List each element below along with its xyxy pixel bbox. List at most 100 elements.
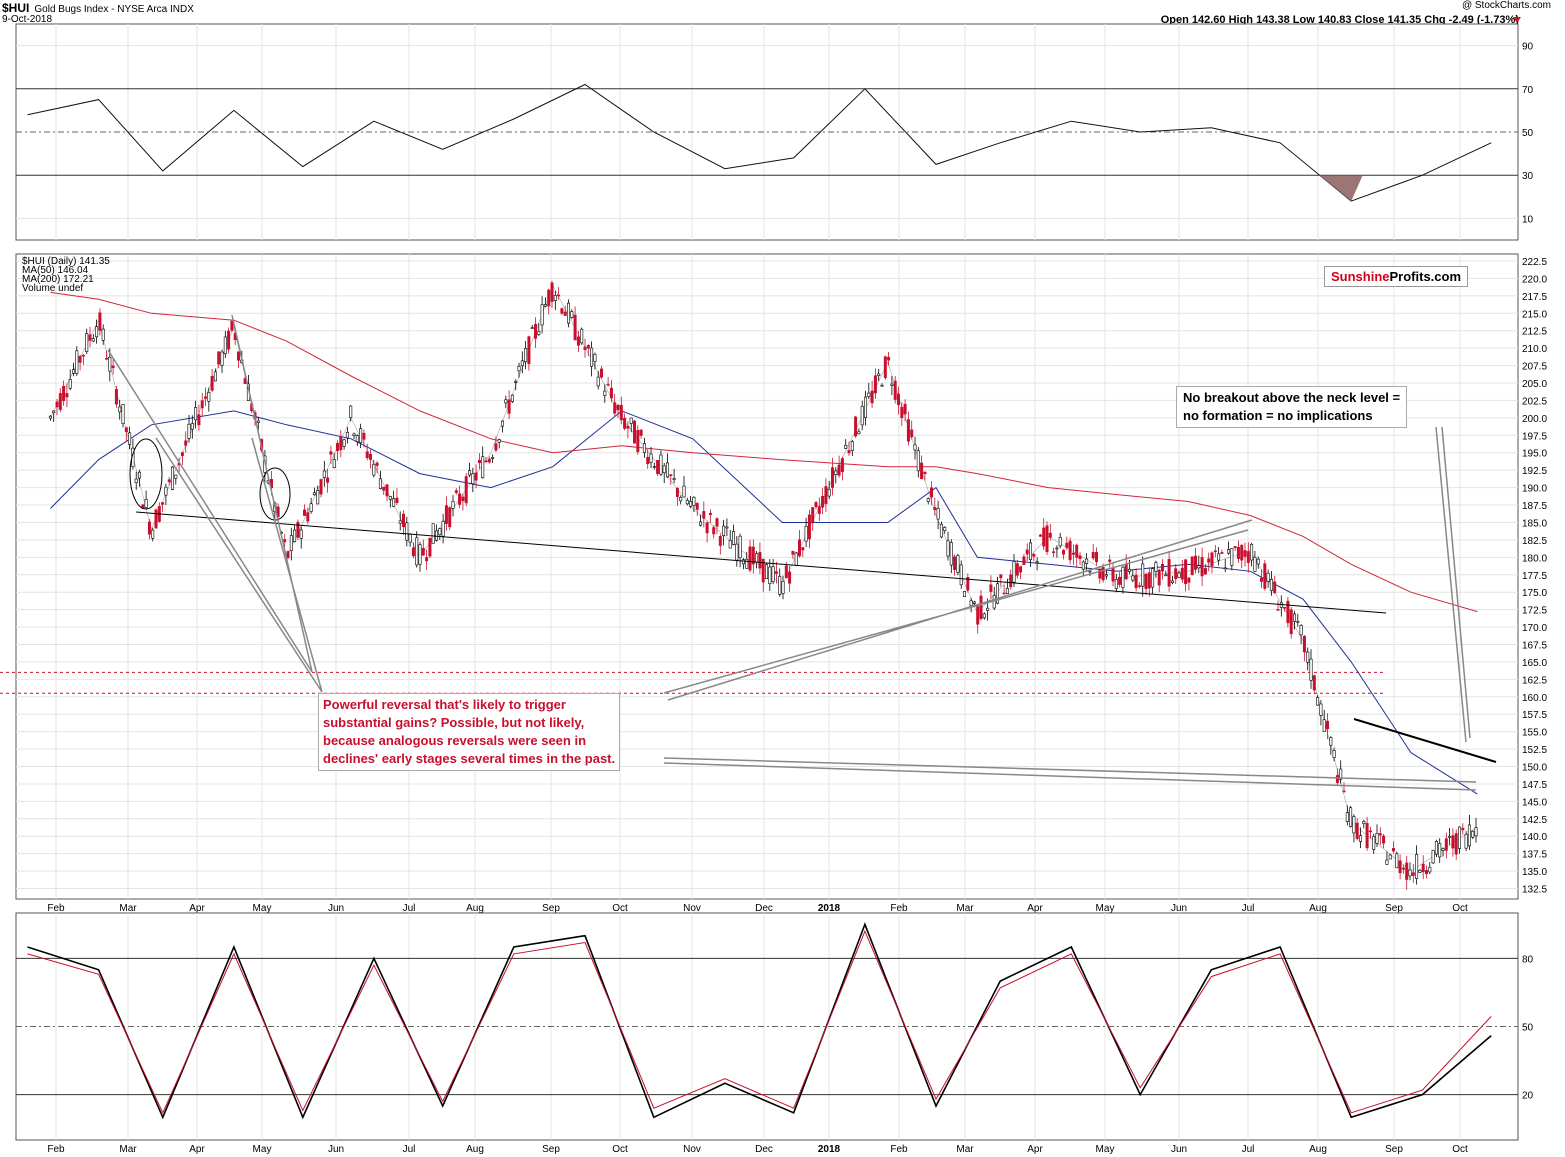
candle-body bbox=[326, 477, 330, 483]
candle-body bbox=[1372, 836, 1376, 850]
price-tick: 200.0 bbox=[1522, 414, 1547, 425]
candle-body bbox=[1276, 609, 1280, 611]
candle-body bbox=[352, 433, 356, 437]
candle-body bbox=[411, 547, 415, 557]
candle-body bbox=[1009, 574, 1013, 588]
candle-body bbox=[48, 415, 52, 419]
month-label: Jul bbox=[403, 1144, 416, 1155]
candle-body bbox=[1062, 549, 1066, 555]
brand-red-text: Sunshine bbox=[1331, 269, 1390, 284]
candle-body bbox=[1157, 569, 1161, 586]
candle-body bbox=[1322, 719, 1326, 732]
candle-body bbox=[765, 564, 769, 580]
price-tick: 135.0 bbox=[1522, 867, 1547, 878]
candle-body bbox=[1184, 559, 1188, 585]
candle-body bbox=[451, 500, 455, 509]
candle-body bbox=[728, 540, 732, 549]
candle-body bbox=[213, 371, 217, 382]
month-label: 2018 bbox=[818, 903, 841, 914]
candle-body bbox=[1260, 577, 1264, 582]
candle-body bbox=[1428, 866, 1432, 873]
candle-body bbox=[1174, 568, 1178, 580]
candle-body bbox=[309, 503, 313, 512]
month-label: Feb bbox=[890, 1144, 908, 1155]
candle-body bbox=[873, 375, 877, 394]
candle-body bbox=[1029, 542, 1033, 560]
candle-body bbox=[75, 350, 79, 374]
month-label: Oct bbox=[612, 903, 628, 914]
month-label: Apr bbox=[189, 1144, 205, 1155]
price-legend-item: Volume undef bbox=[22, 283, 83, 294]
candle-body bbox=[1392, 848, 1396, 852]
candle-body bbox=[316, 490, 320, 505]
candle-body bbox=[804, 525, 808, 542]
candle-body bbox=[1279, 602, 1283, 608]
month-label: Sep bbox=[542, 903, 560, 914]
price-tick: 132.5 bbox=[1522, 885, 1547, 896]
candle-body bbox=[1203, 568, 1207, 575]
candle-body bbox=[1131, 575, 1135, 581]
price-tick: 150.0 bbox=[1522, 763, 1547, 774]
candle-body bbox=[913, 444, 917, 451]
candle-body bbox=[600, 368, 604, 378]
candle-body bbox=[1236, 546, 1240, 559]
candle-body bbox=[606, 383, 610, 386]
candle-body bbox=[128, 432, 132, 445]
candle-body bbox=[1088, 570, 1092, 573]
candle-body bbox=[702, 511, 706, 519]
candle-body bbox=[289, 535, 293, 552]
rsi-panel: 90 70 50 30 10 bbox=[15, 23, 1534, 241]
candle-body bbox=[1441, 848, 1445, 851]
month-label: Mar bbox=[119, 903, 137, 914]
candle-body bbox=[745, 558, 749, 569]
price-tick: 155.0 bbox=[1522, 728, 1547, 739]
price-tick: 180.0 bbox=[1522, 553, 1547, 564]
candle-body bbox=[1101, 567, 1105, 581]
price-tick: 182.5 bbox=[1522, 536, 1547, 547]
month-label: Aug bbox=[466, 1144, 484, 1155]
reversal-ellipse-1 bbox=[129, 438, 163, 510]
candle-body bbox=[840, 458, 844, 473]
candle-body bbox=[1306, 651, 1310, 663]
month-label: Apr bbox=[1027, 903, 1043, 914]
candle-body bbox=[161, 502, 165, 505]
candle-body bbox=[1461, 827, 1465, 831]
candle-body bbox=[1005, 588, 1009, 594]
candle-body bbox=[332, 459, 336, 468]
month-label: Aug bbox=[1309, 903, 1327, 914]
note-left-line-2: substantial gains? Possible, but not lik… bbox=[323, 715, 585, 730]
month-label: Jun bbox=[328, 1144, 344, 1155]
candle-body bbox=[1458, 826, 1462, 849]
candle-body bbox=[603, 390, 607, 396]
candle-body bbox=[385, 484, 389, 497]
candle-body bbox=[788, 571, 792, 584]
candle-body bbox=[144, 499, 148, 508]
candle-body bbox=[774, 571, 778, 574]
candle-body bbox=[1375, 832, 1379, 844]
candle-body bbox=[1332, 750, 1336, 759]
candle-body bbox=[560, 308, 564, 314]
candle-body bbox=[477, 459, 481, 464]
brand-black-text: Profits.com bbox=[1389, 269, 1462, 284]
candle-body bbox=[1098, 569, 1102, 579]
candle-body bbox=[659, 454, 663, 475]
candle-body bbox=[425, 557, 429, 562]
note-right-line-1: No breakout above the neck level = bbox=[1183, 390, 1401, 405]
price-tick: 212.5 bbox=[1522, 327, 1547, 338]
price-tick: 220.0 bbox=[1522, 274, 1547, 285]
candle-body bbox=[943, 527, 947, 531]
candle-body bbox=[1144, 573, 1148, 589]
candle-body bbox=[1038, 534, 1042, 537]
candle-body bbox=[949, 542, 953, 566]
candle-body bbox=[471, 473, 475, 484]
candle-body bbox=[576, 336, 580, 346]
candle-body bbox=[1319, 703, 1323, 716]
price-tick: 202.5 bbox=[1522, 396, 1547, 407]
candle-body bbox=[1329, 737, 1333, 746]
candle-body bbox=[1164, 574, 1168, 577]
price-tick: 205.0 bbox=[1522, 379, 1547, 390]
candle-body bbox=[481, 456, 485, 478]
price-tick: 185.0 bbox=[1522, 518, 1547, 529]
candle-body bbox=[174, 474, 178, 479]
candle-body bbox=[959, 564, 963, 586]
